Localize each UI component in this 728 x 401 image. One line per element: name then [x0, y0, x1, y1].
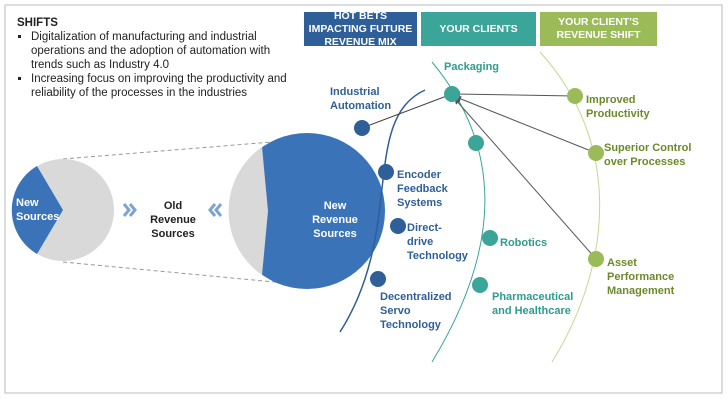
- new-pie: [229, 133, 385, 289]
- header: YOUR CLIENT'S REVENUE SHIFT: [540, 12, 657, 46]
- bullet: Digitalization of manufacturing and indu…: [31, 30, 287, 72]
- dash: [62, 261, 286, 284]
- nodes: [354, 120, 406, 287]
- shift: Improved Productivity: [586, 94, 650, 120]
- hot-bet: Encoder Feedback Systems: [397, 169, 448, 209]
- arrow: [455, 96, 597, 154]
- new-pie-slice: [228, 147, 268, 275]
- nodes: [444, 86, 498, 293]
- client: Packaging: [444, 61, 500, 73]
- pie-label: New Revenue Sources: [312, 200, 358, 240]
- dash: [62, 141, 273, 160]
- arc: [539, 51, 601, 363]
- frame: [4, 4, 723, 394]
- old-label: Old Revenue Sources: [150, 200, 196, 240]
- connector: [361, 93, 453, 129]
- bullet: Increasing focus on improving the produc…: [31, 72, 287, 100]
- hot-bet: Direct-drive Technology: [407, 222, 468, 262]
- old-pie-slice: [11, 166, 64, 254]
- shift: Asset Performance Management: [607, 257, 675, 297]
- chevron: [208, 203, 223, 217]
- shifts: SHIFTS Digitalization of manufacturing a…: [17, 16, 287, 100]
- shifts-title: SHIFTS: [17, 17, 58, 29]
- arc: [339, 89, 426, 333]
- client: Pharmaceutical and Healthcare: [492, 291, 574, 317]
- header: HOT BETS IMPACTING FUTURE REVENUE MIX: [304, 10, 417, 48]
- arrow: [454, 98, 597, 260]
- client: Robotics: [500, 237, 548, 249]
- chevron: [122, 203, 137, 217]
- shift: Superior Control over Processes: [604, 142, 692, 168]
- hot-bet: Decentralized Servo Technology: [380, 291, 452, 331]
- nodes: [567, 88, 604, 267]
- hot-bet: Industrial Automation: [330, 86, 392, 112]
- pie-label: New Sources: [16, 197, 60, 223]
- header: YOUR CLIENTS: [421, 12, 536, 46]
- arrow: [454, 91, 576, 98]
